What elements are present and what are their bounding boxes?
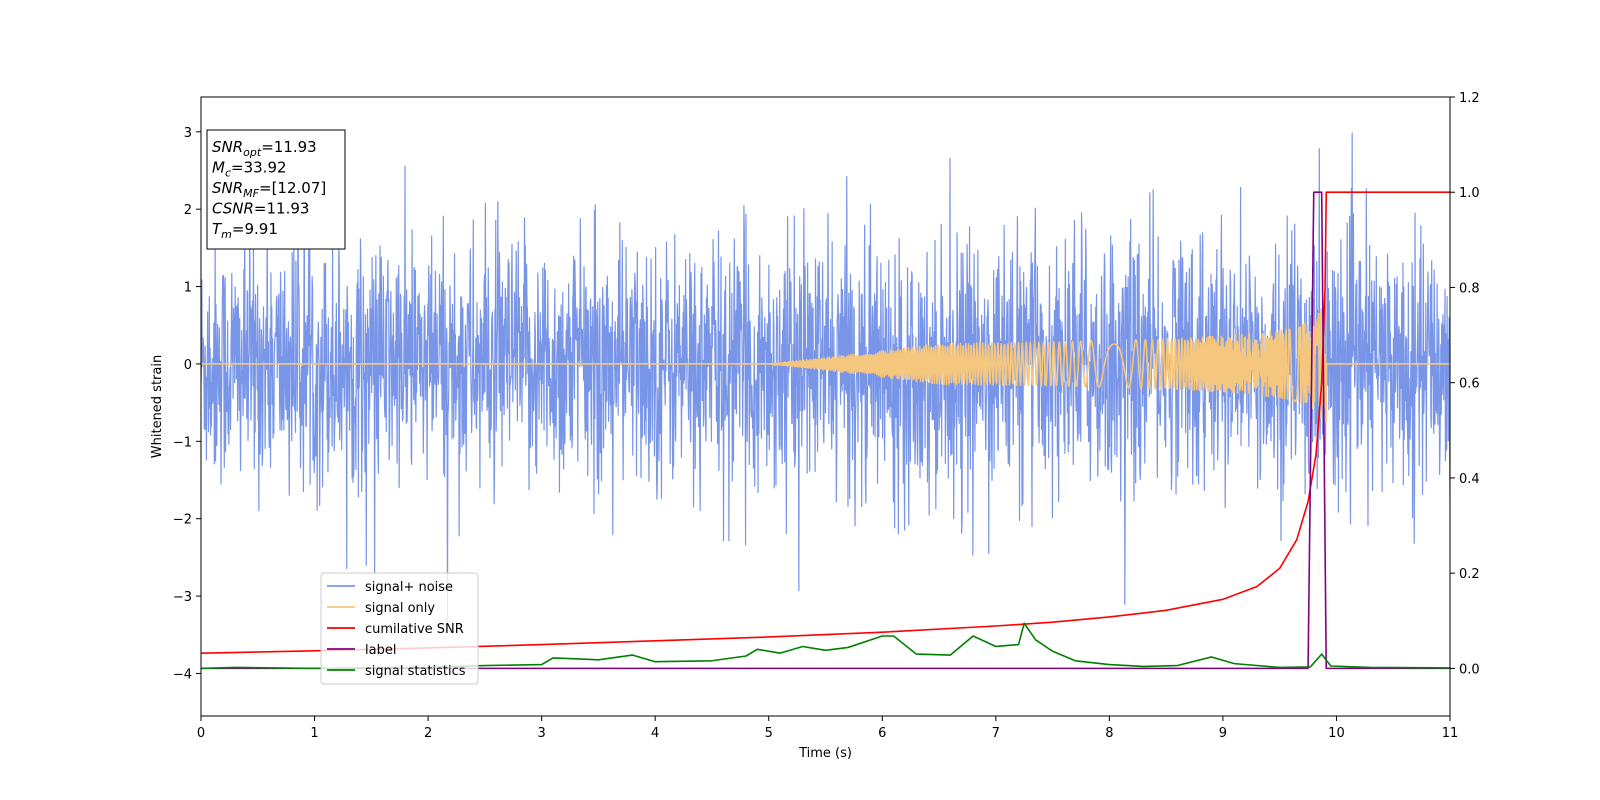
y-axis-left: −4 −3 −2 −1 0 1 2 3 [173, 126, 201, 682]
info-value: =11.93 [254, 200, 310, 218]
x-axis-label: Time (s) [798, 746, 852, 761]
y2-tick-label: 0.4 [1459, 472, 1480, 487]
legend-label: signal only [365, 601, 435, 616]
x-tick-label: 2 [424, 726, 432, 741]
y-tick-label: −1 [173, 435, 192, 450]
y2-tick-label: 0.0 [1459, 662, 1480, 677]
legend-label: label [365, 643, 396, 658]
legend-label: signal statistics [365, 664, 466, 679]
info-subscript: m [221, 228, 232, 241]
info-symbol: SNR [212, 138, 243, 156]
x-tick-label: 10 [1328, 726, 1345, 741]
y-axis-right: 0.0 0.2 0.4 0.6 0.8 1.0 1.2 [1450, 91, 1480, 677]
x-tick-label: 3 [537, 726, 545, 741]
y2-tick-label: 0.2 [1459, 567, 1480, 582]
info-value: =9.91 [232, 220, 278, 238]
y2-tick-label: 1.2 [1459, 91, 1480, 106]
y2-tick-label: 1.0 [1459, 186, 1480, 201]
x-tick-label: 4 [651, 726, 659, 741]
x-tick-label: 0 [197, 726, 205, 741]
y-axis-label: Whitened strain [150, 355, 165, 458]
legend-frame [320, 572, 479, 685]
x-axis: 0 1 2 3 4 5 6 7 8 9 10 11 [197, 716, 1458, 741]
info-line: SNRMF=[12.07] [212, 179, 326, 200]
legend: signal+ noise signal only cumilative SNR la… [320, 572, 479, 685]
y-tick-label: 2 [184, 203, 192, 218]
info-line: CSNR=11.93 [212, 200, 309, 218]
info-value: =11.93 [261, 138, 317, 156]
x-tick-label: 5 [765, 726, 773, 741]
legend-label: cumilative SNR [365, 622, 464, 637]
info-subscript: opt [243, 146, 262, 159]
y-tick-label: −4 [173, 667, 192, 682]
info-value: =33.92 [231, 159, 287, 177]
y-tick-label: 3 [184, 126, 192, 141]
info-symbol: T [212, 220, 223, 238]
x-tick-label: 8 [1105, 726, 1113, 741]
info-line: Mc=33.92 [212, 159, 287, 180]
info-symbol: CSNR [212, 200, 254, 218]
info-box: SNRopt=11.93Mc=33.92SNRMF=[12.07]CSNR=11… [206, 129, 346, 250]
y-tick-label: −2 [173, 513, 192, 528]
x-tick-label: 9 [1219, 726, 1227, 741]
x-tick-label: 7 [992, 726, 1000, 741]
series-line-4 [201, 622, 1450, 670]
info-symbol: M [212, 159, 225, 177]
x-tick-label: 11 [1442, 726, 1459, 741]
x-tick-label: 6 [878, 726, 886, 741]
series-layer [201, 132, 1450, 670]
info-symbol: SNR [212, 179, 243, 197]
series-line-2 [201, 191, 1450, 654]
series-line-0 [201, 132, 1450, 625]
y-tick-label: 1 [184, 281, 192, 296]
info-subscript: MF [243, 187, 259, 200]
x-tick-label: 1 [310, 726, 318, 741]
y-tick-label: 0 [184, 358, 192, 373]
info-box-frame [206, 129, 346, 250]
series-line-1 [201, 308, 1450, 423]
legend-label: signal+ noise [365, 580, 453, 595]
y2-tick-label: 0.8 [1459, 281, 1480, 296]
info-line: SNRopt=11.93 [212, 138, 317, 159]
series-line-3 [201, 191, 1450, 670]
plot-frame [200, 96, 1451, 717]
info-line: Tm=9.91 [212, 220, 278, 241]
y-tick-label: −3 [173, 590, 192, 605]
y2-tick-label: 0.6 [1459, 377, 1480, 392]
info-value: =[12.07] [259, 179, 326, 197]
info-subscript: c [225, 167, 231, 180]
